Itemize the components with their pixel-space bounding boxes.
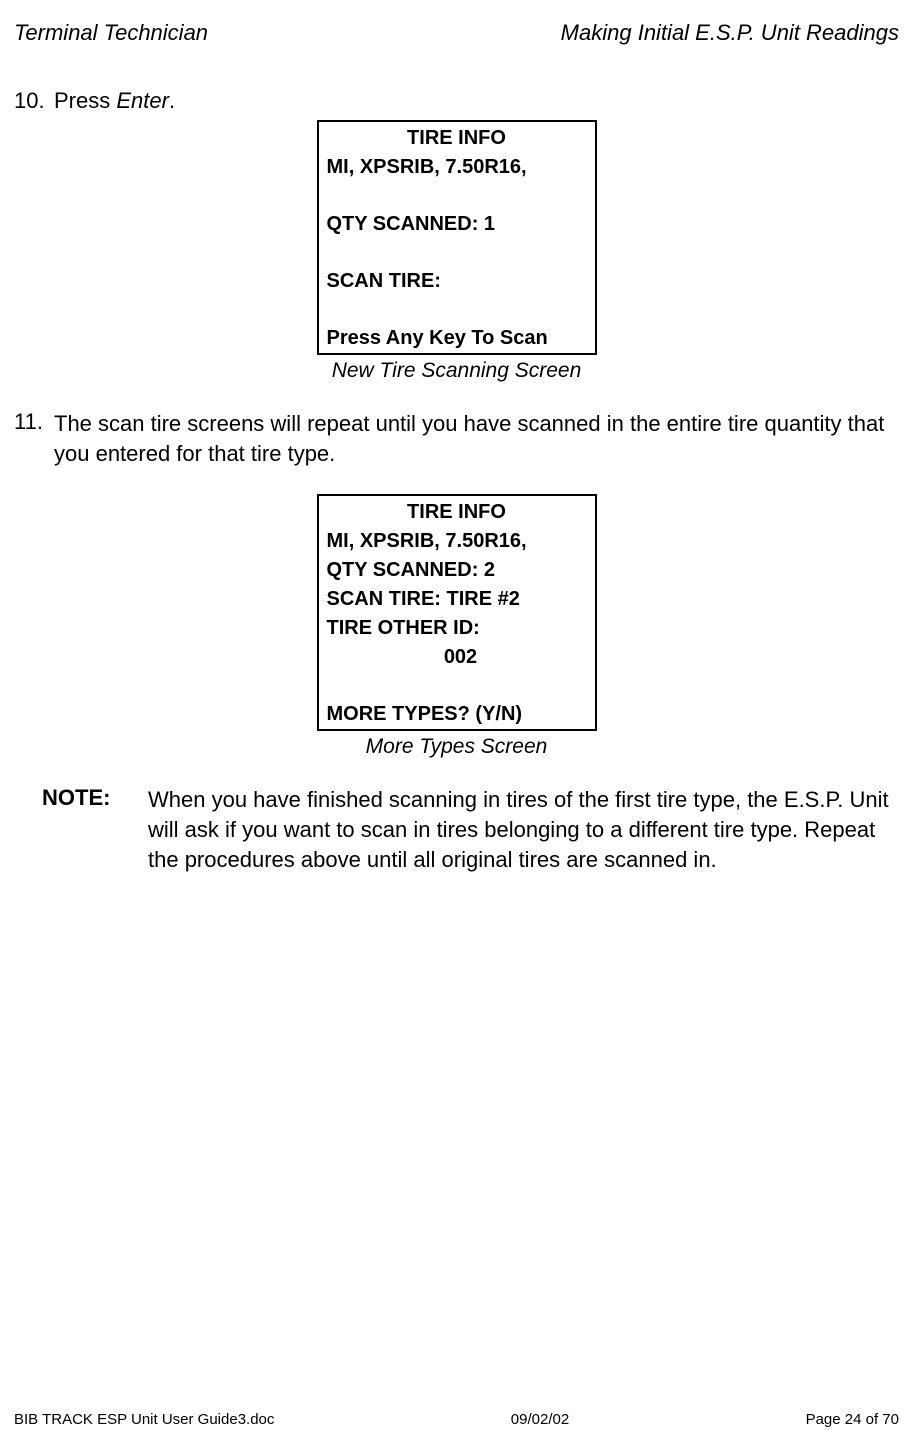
step-text: Press Enter.: [54, 88, 899, 114]
screen2-line1: MI, XPSRIB, 7.50R16,: [319, 527, 595, 556]
step-number: 10.: [14, 88, 54, 114]
header-right: Making Initial E.S.P. Unit Readings: [561, 20, 899, 46]
screen2-line2: QTY SCANNED: 2: [319, 556, 595, 585]
page-footer: BIB TRACK ESP Unit User Guide3.doc 09/02…: [14, 1411, 899, 1428]
blank-line: [319, 239, 595, 267]
screen-box-1: TIRE INFO MI, XPSRIB, 7.50R16, QTY SCANN…: [317, 120, 597, 355]
step-number: 11.: [14, 409, 54, 435]
screen1-line3: SCAN TIRE:: [319, 267, 595, 296]
blank-line: [319, 182, 595, 210]
blank-line: [319, 672, 595, 700]
step10-suffix: .: [169, 88, 175, 113]
note-text: When you have finished scanning in tires…: [148, 785, 899, 876]
note-label: NOTE:: [42, 785, 148, 811]
note-row: NOTE: When you have finished scanning in…: [14, 785, 899, 876]
step11-text: The scan tire screens will repeat until …: [54, 409, 899, 470]
step10-prefix: Press: [54, 88, 116, 113]
blank-line: [319, 296, 595, 324]
screen1-caption: New Tire Scanning Screen: [14, 359, 899, 383]
footer-center: 09/02/02: [511, 1411, 569, 1428]
screen2-line5: 002: [319, 643, 595, 672]
screen1-title: TIRE INFO: [319, 122, 595, 153]
screen2-title: TIRE INFO: [319, 496, 595, 527]
step10-italic: Enter: [116, 88, 169, 113]
step-10: 10. Press Enter.: [14, 88, 899, 114]
footer-right: Page 24 of 70: [806, 1411, 899, 1428]
screen2-caption: More Types Screen: [14, 735, 899, 759]
screen2-line4: TIRE OTHER ID:: [319, 614, 595, 643]
page-header: Terminal Technician Making Initial E.S.P…: [14, 20, 899, 46]
header-left: Terminal Technician: [14, 20, 208, 46]
screen1-line1: MI, XPSRIB, 7.50R16,: [319, 153, 595, 182]
screen-box-2: TIRE INFO MI, XPSRIB, 7.50R16, QTY SCANN…: [317, 494, 597, 731]
screen1-line4: Press Any Key To Scan: [319, 324, 595, 353]
screen2-line6: MORE TYPES? (Y/N): [319, 700, 595, 729]
step-11: 11. The scan tire screens will repeat un…: [14, 409, 899, 470]
footer-left: BIB TRACK ESP Unit User Guide3.doc: [14, 1411, 274, 1428]
screen1-line2: QTY SCANNED: 1: [319, 210, 595, 239]
screen2-line3: SCAN TIRE: TIRE #2: [319, 585, 595, 614]
